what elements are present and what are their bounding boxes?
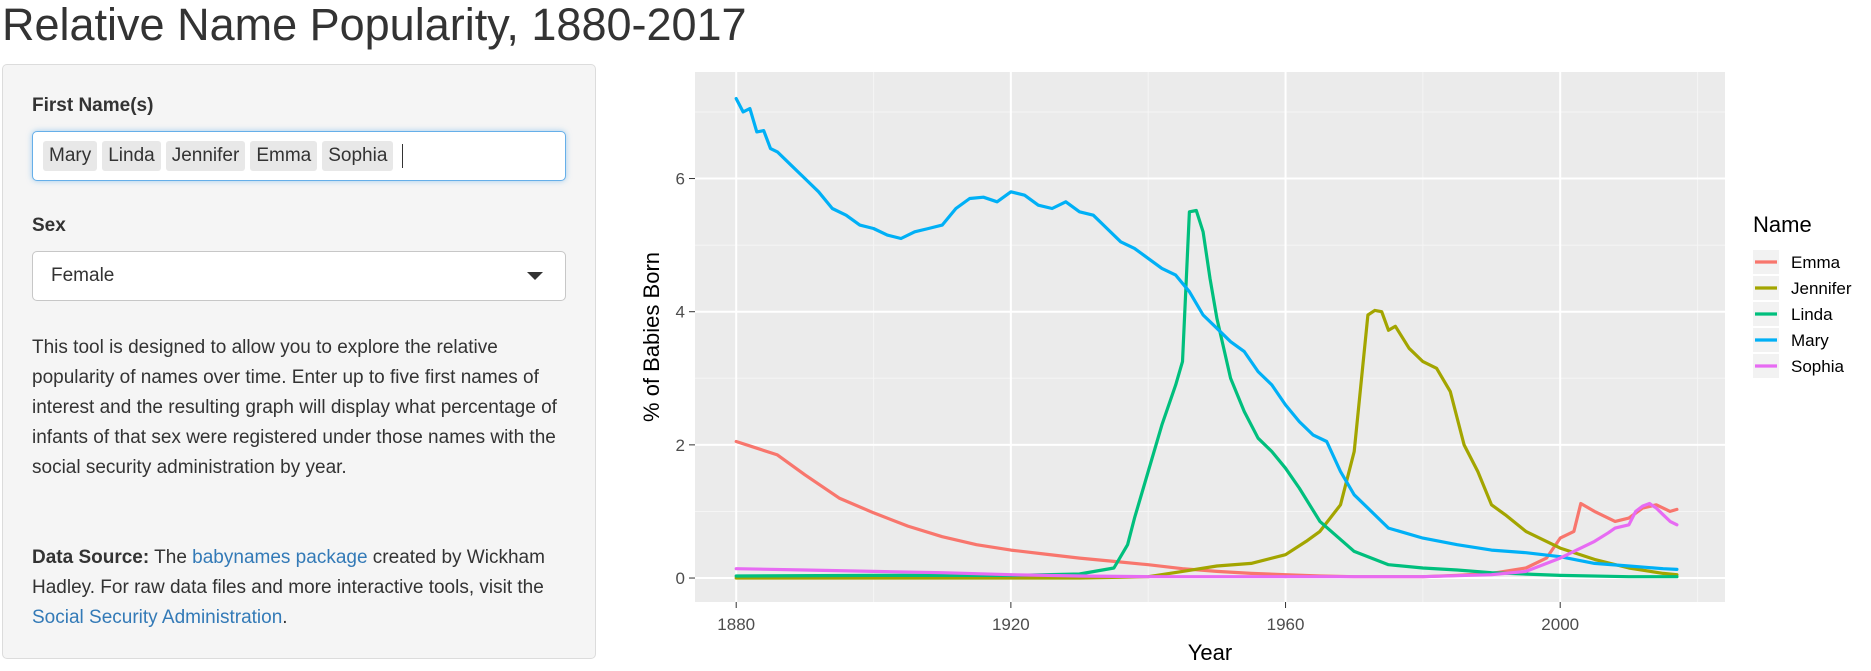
legend-label-emma: Emma [1791,253,1841,272]
description-text: This tool is designed to allow you to ex… [32,337,557,478]
sex-label: Sex [32,215,66,236]
ssa-link[interactable]: Social Security Administration [32,607,283,628]
data-source-label: Data Source: [32,547,150,568]
legend-label-jennifer: Jennifer [1791,279,1852,298]
x-tick-label: 1920 [992,615,1030,634]
y-tick-label: 6 [676,170,685,189]
text-caret [402,144,404,168]
names-label: First Name(s) [32,95,154,116]
sex-select[interactable]: Female [32,251,566,301]
plot-panel [695,72,1725,602]
name-tag[interactable]: Emma [250,141,318,171]
legend-label-sophia: Sophia [1791,357,1844,376]
sex-select-value: Female [51,265,115,286]
source-text-2: created by Wickham Hadley. For raw data … [32,547,545,598]
series-line-sophia [734,501,1679,579]
data-source-text: Data Source: The babynames package creat… [32,543,577,633]
series-line-jennifer [734,308,1679,580]
source-text-3: . [282,607,288,628]
name-tag[interactable]: Linda [102,141,161,171]
y-axis-title: % of Babies Born [640,252,664,422]
babynames-package-link[interactable]: babynames package [192,547,368,568]
source-text-1: The [154,547,187,568]
y-tick-label: 4 [676,303,685,322]
names-input[interactable]: Mary Linda Jennifer Emma Sophia [32,131,566,181]
series-line-mary [734,97,1679,571]
legend-label-mary: Mary [1791,331,1829,350]
chevron-down-icon [527,272,543,280]
page-title: Relative Name Popularity, 1880-2017 [2,0,747,50]
y-tick-label: 0 [676,569,685,588]
series-line-linda [734,208,1679,579]
x-tick-label: 1960 [1267,615,1305,634]
y-tick-label: 2 [676,436,685,455]
name-popularity-chart: 1880 1920 1960 2000 0 2 4 6 Year % of Babies Born… [640,72,1852,665]
name-tag[interactable]: Sophia [322,141,394,171]
legend-label-linda: Linda [1791,305,1833,324]
x-tick-label: 2000 [1541,615,1579,634]
sidebar-panel: First Name(s) Mary Linda Jennifer Emma S… [2,64,596,659]
legend-title: Name [1753,212,1812,237]
x-axis-title: Year [1188,640,1232,665]
x-tick-label: 1880 [717,615,755,634]
name-tag[interactable]: Jennifer [165,141,246,171]
name-tag[interactable]: Mary [43,141,98,171]
